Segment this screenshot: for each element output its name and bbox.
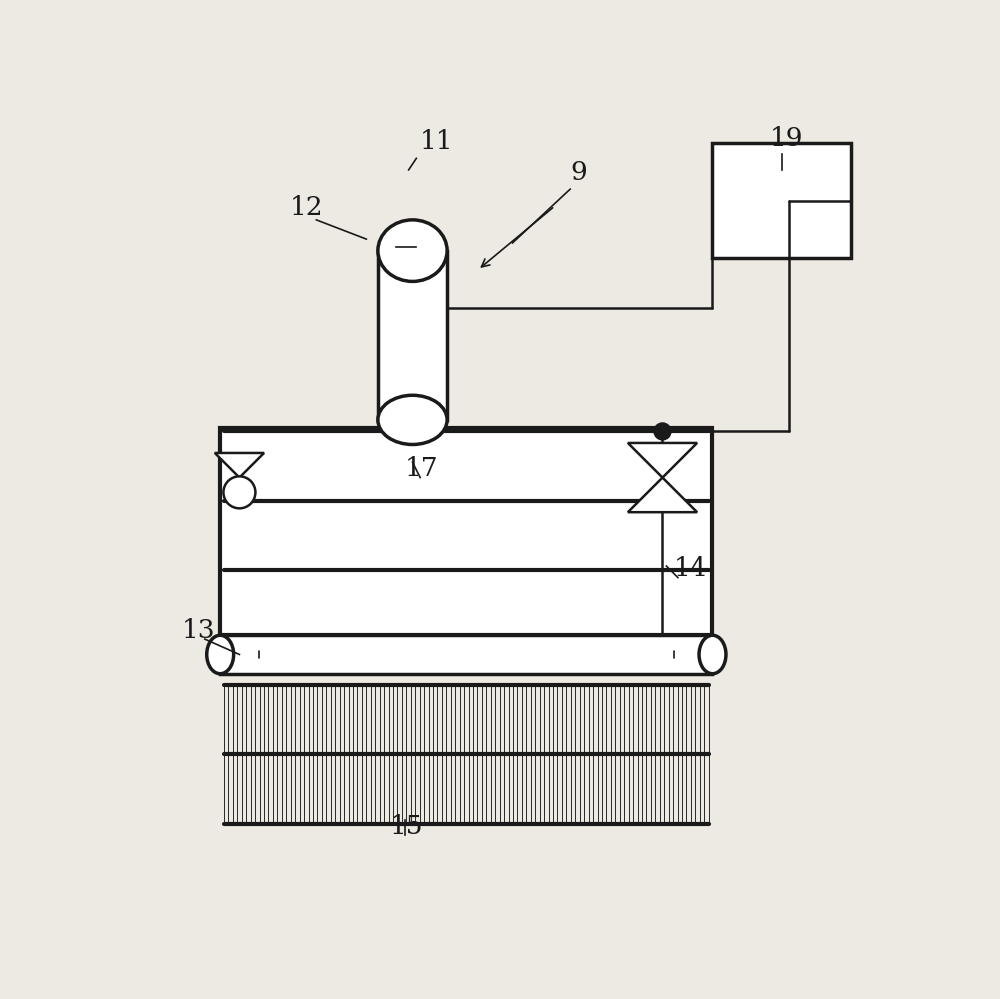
Polygon shape xyxy=(628,443,697,478)
Ellipse shape xyxy=(378,220,447,282)
Polygon shape xyxy=(628,478,697,512)
Text: 17: 17 xyxy=(405,457,438,482)
Text: 9: 9 xyxy=(570,160,587,185)
Text: 15: 15 xyxy=(389,814,423,839)
Text: 14: 14 xyxy=(674,556,708,581)
Ellipse shape xyxy=(378,396,447,445)
Bar xyxy=(712,143,851,259)
Ellipse shape xyxy=(207,635,234,673)
Text: 19: 19 xyxy=(770,126,804,151)
Ellipse shape xyxy=(699,635,726,673)
Bar xyxy=(220,635,712,673)
Polygon shape xyxy=(215,453,264,478)
Text: 12: 12 xyxy=(289,195,323,220)
Bar xyxy=(220,428,712,635)
Text: 13: 13 xyxy=(182,618,215,643)
Text: 11: 11 xyxy=(420,130,454,155)
Circle shape xyxy=(654,423,671,440)
Bar xyxy=(378,251,447,420)
Circle shape xyxy=(223,477,255,508)
